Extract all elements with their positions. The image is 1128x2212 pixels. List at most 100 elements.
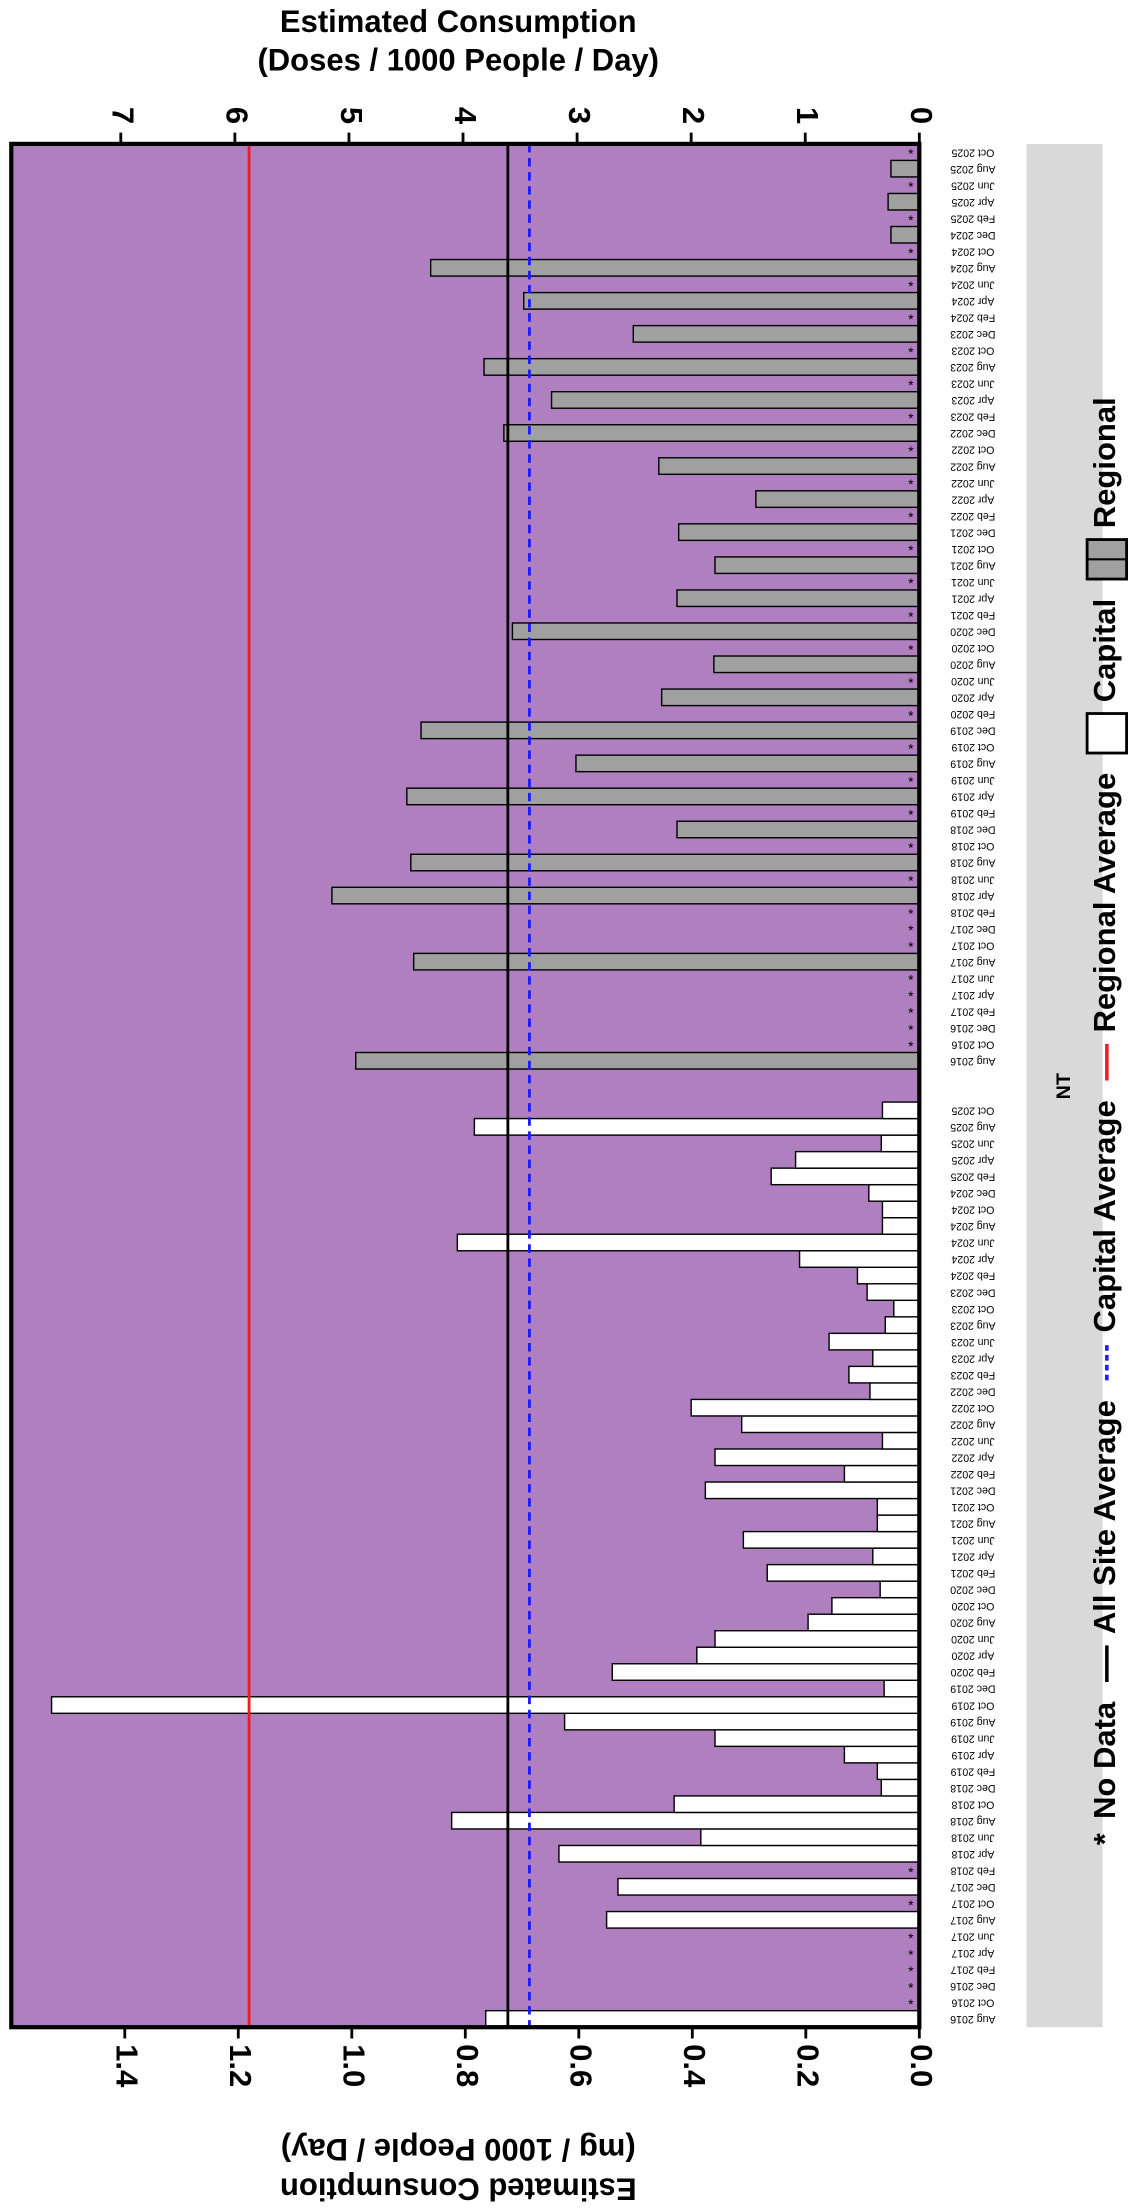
bar [410,853,921,872]
x-tick-label: Oct 2020 [951,642,994,654]
bar [828,1332,921,1351]
x-tick-label: Apr 2024 [951,1253,994,1265]
y2-tick-label: 0 [904,107,939,124]
x-tick-label: Apr 2017 [951,1947,994,1959]
bar [876,1497,921,1516]
no-data-marker: * [908,988,914,1004]
bar [714,1448,921,1467]
bar [714,556,921,575]
bar [563,1712,921,1731]
x-tick-label: Dec 2017 [950,1881,995,1893]
legend-label: Regional [1087,397,1122,528]
bar [714,1729,921,1748]
legend-symbol: * [1087,1832,1122,1845]
y-tick-label: 0.0 [904,2044,939,2087]
no-data-marker: * [908,443,914,459]
x-tick-label: Feb 2025 [950,1171,995,1183]
y-tick-label: 1.0 [337,2044,372,2087]
x-tick-label: Apr 2024 [951,295,994,307]
bar [355,1051,921,1070]
x-tick-label: Aug 2021 [950,559,995,571]
no-data-marker: * [908,146,914,162]
x-tick-label: Oct 2022 [951,1402,994,1414]
x-tick-label: Aug 2017 [950,1914,995,1926]
x-tick-label: Dec 2021 [950,1484,995,1496]
x-tick-label: Aug 2020 [950,658,995,670]
bar [713,655,921,674]
x-tick-label: Jun 2023 [951,378,995,390]
x-tick-label: Oct 2016 [951,1038,994,1050]
x-tick-label: Apr 2020 [951,1650,994,1662]
x-tick-label: Apr 2021 [951,592,994,604]
bar [673,1795,921,1814]
legend-label: Regional Average [1087,773,1122,1033]
x-tick-label: Feb 2021 [950,1567,995,1579]
bar [881,1217,921,1235]
bar [876,1514,921,1533]
bar [420,721,921,740]
x-tick-label: Apr 2025 [951,1154,994,1166]
x-tick-label: Aug 2018 [950,1815,995,1827]
x-tick-label: Dec 2020 [950,1584,995,1596]
bar [893,1299,921,1318]
x-tick-label: Feb 2025 [950,212,995,224]
no-data-marker: * [908,311,914,327]
x-tick-label: Feb 2022 [950,1468,995,1480]
x-tick-label: Dec 2024 [950,229,995,241]
y-tick-label: 0.4 [677,2044,712,2088]
no-data-marker: * [908,1897,914,1913]
x-tick-label: Jun 2021 [951,576,995,588]
bar [807,1613,921,1632]
bar [798,1250,921,1268]
x-tick-label: Oct 2021 [951,1501,994,1513]
no-data-marker: * [908,906,914,922]
bar [831,1596,921,1615]
bar [473,1117,921,1136]
x-tick-label: Apr 2018 [951,1848,994,1860]
x-tick-label: Feb 2023 [950,411,995,423]
bar [742,1530,921,1549]
x-tick-label: Aug 2024 [950,1220,995,1232]
x-tick-label: Dec 2021 [950,526,995,538]
no-data-marker: * [908,674,914,690]
no-data-marker: * [908,410,914,426]
bar [884,1316,921,1335]
bar [704,1481,921,1500]
bar [617,1877,921,1896]
bar [523,291,921,310]
x-tick-label: Oct 2020 [951,1600,994,1612]
bar [456,1233,921,1252]
y2-tick-label: 1 [790,107,825,124]
y-axis-title: Estimated Consumption [280,2171,637,2206]
bar [755,490,921,509]
no-data-marker: * [908,1946,914,1962]
bar [331,886,921,905]
x-tick-label: Aug 2019 [950,758,995,770]
bar [483,357,921,376]
x-tick-label: Aug 2022 [950,460,995,472]
bar [876,1762,921,1781]
legend-label: Capital [1087,599,1122,702]
x-tick-label: Jun 2018 [951,1831,995,1843]
x-tick-label: Apr 2023 [951,394,994,406]
x-tick-label: Dec 2017 [950,923,995,935]
x-tick-label: Oct 2024 [951,1204,994,1216]
x-tick-label: Apr 2018 [951,890,994,902]
bar [879,1580,921,1599]
x-tick-label: Feb 2024 [950,312,995,324]
facet-strip [1026,143,1103,2028]
plot-border [9,141,922,2030]
legend: * No Data All Site Average Capital Average R… [1085,397,1128,1845]
bar [887,192,921,211]
x-tick-label: Dec 2016 [950,1980,995,1992]
x-tick-label: Jun 2024 [951,279,995,291]
x-tick-label: Oct 2019 [951,1699,994,1711]
x-tick-label: Dec 2023 [950,328,995,340]
bar [766,1563,921,1582]
bar [843,1745,921,1764]
x-tick-label: Aug 2024 [950,262,995,274]
bar [880,1778,921,1797]
legend-swatch [1085,712,1128,755]
bar [770,1167,921,1186]
x-tick-label: Apr 2023 [951,1352,994,1364]
